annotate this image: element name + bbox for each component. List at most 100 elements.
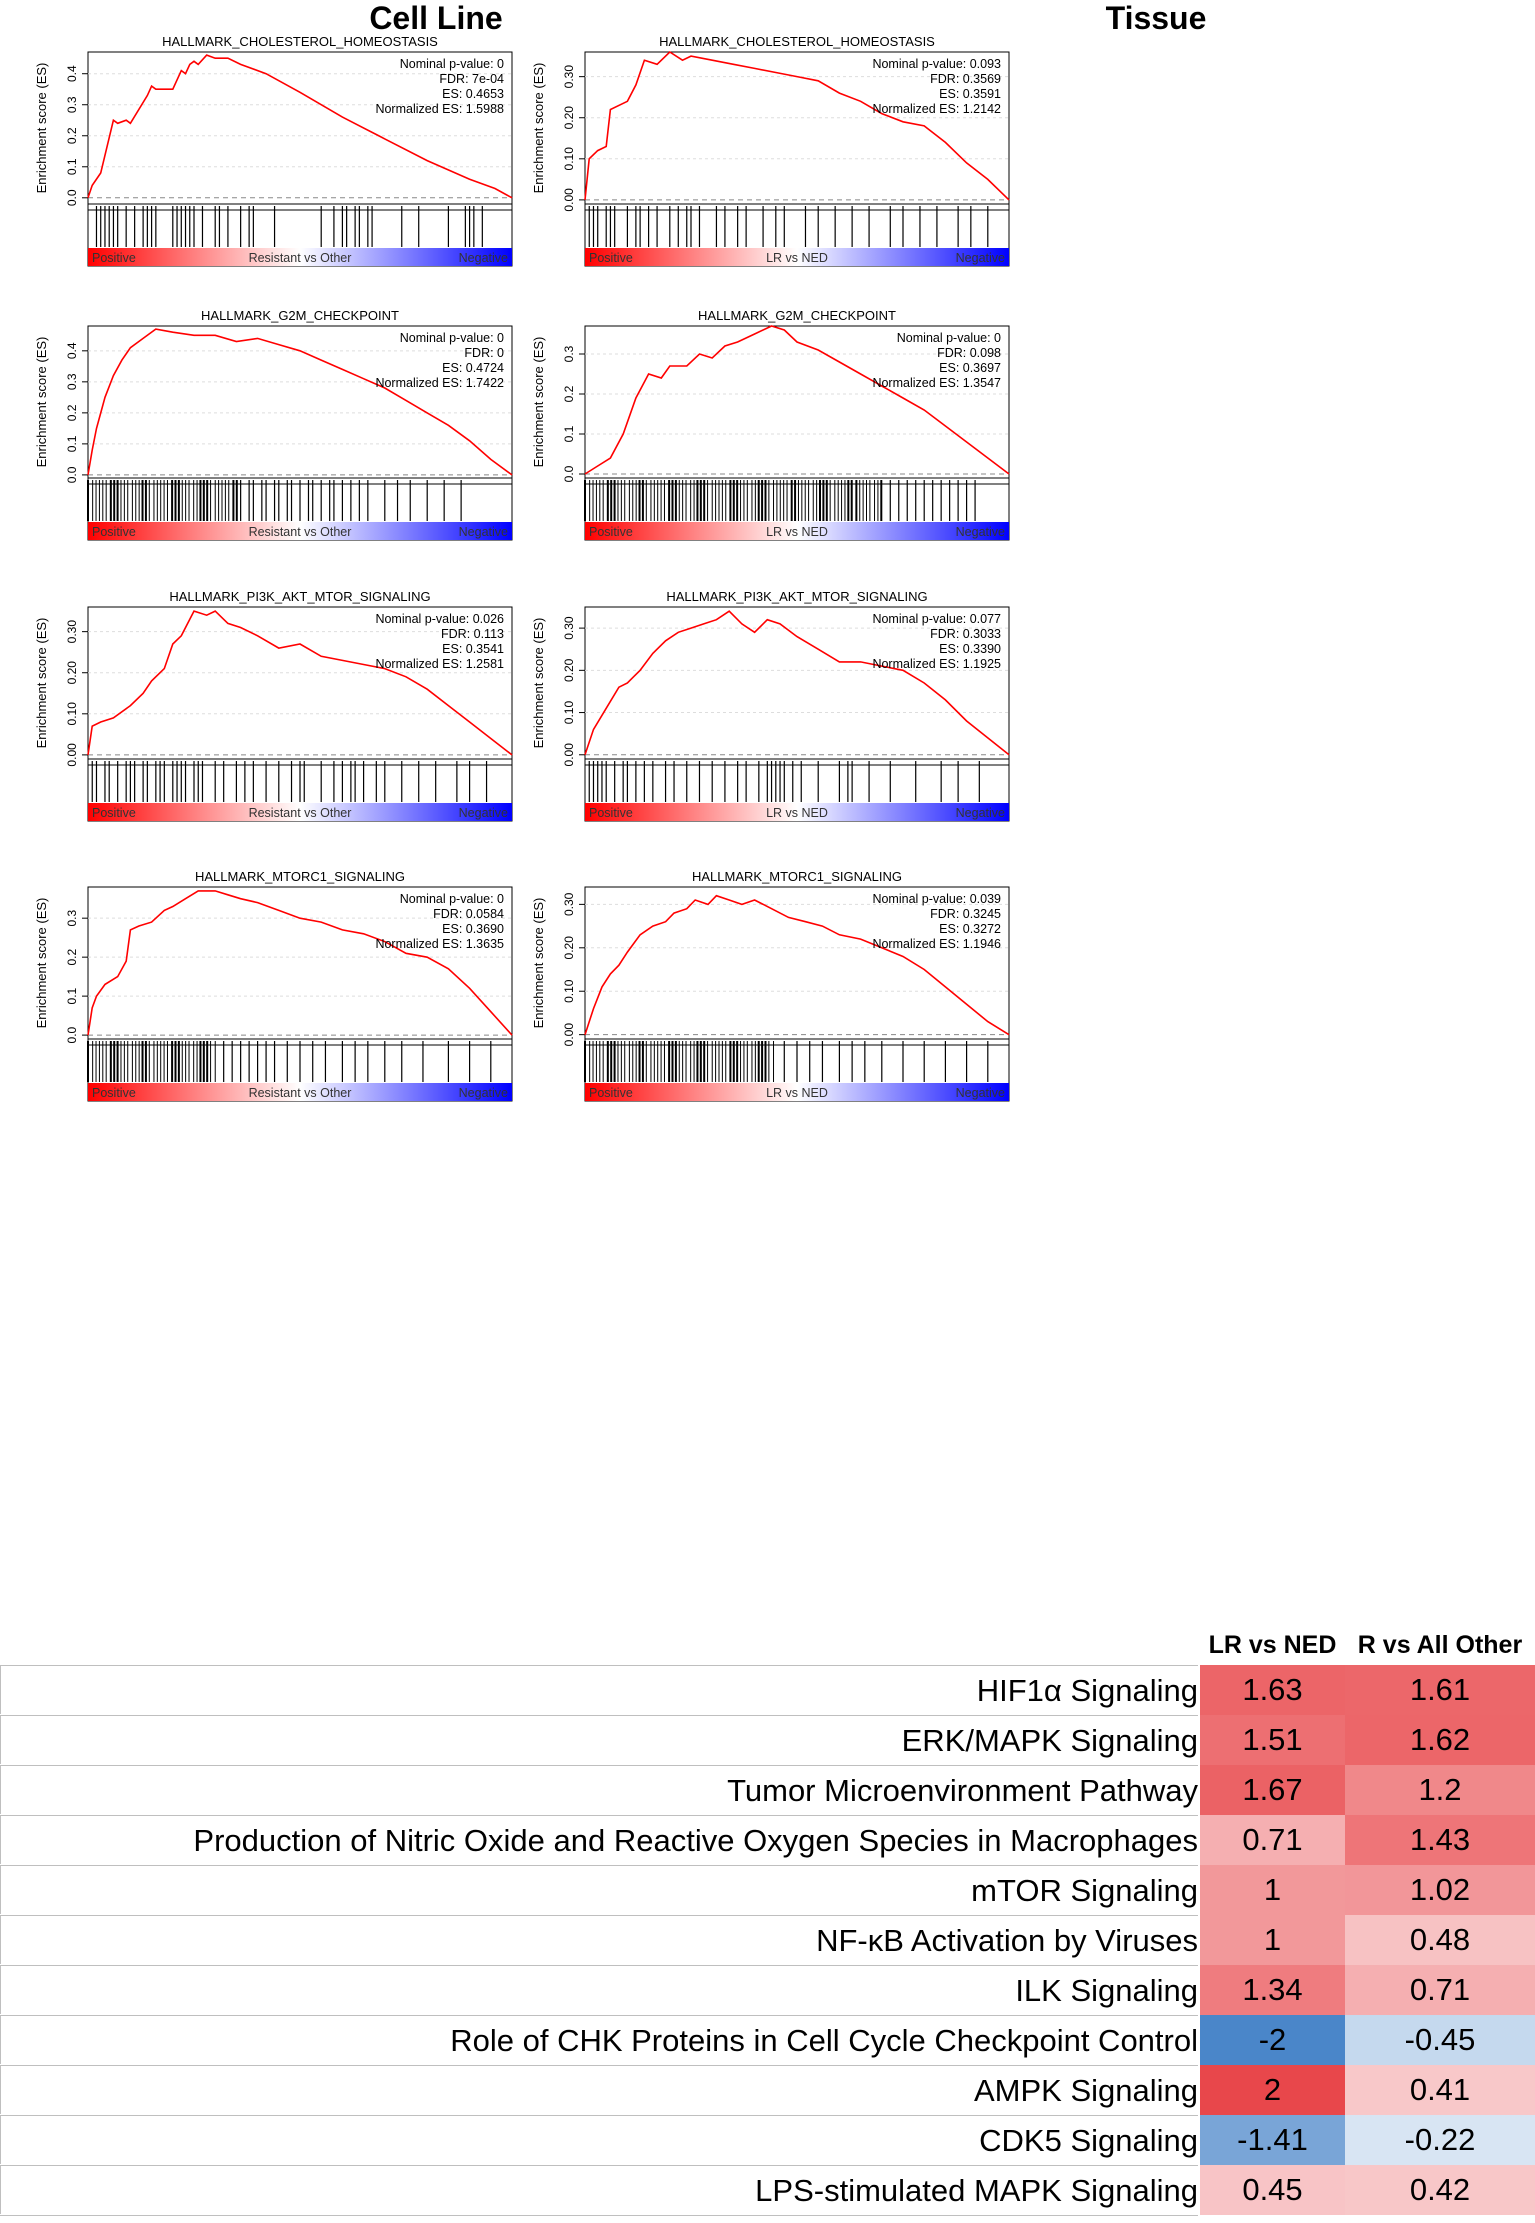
stat-text: ES: 0.4653 bbox=[442, 87, 504, 101]
heatmap-row-label: Role of CHK Proteins in Cell Cycle Check… bbox=[0, 2015, 1198, 2064]
y-tick-label: 0.10 bbox=[562, 147, 576, 171]
heatmap-row: Tumor Microenvironment Pathway 1.67 1.2 bbox=[0, 1765, 1535, 1815]
stat-text: ES: 0.3690 bbox=[442, 922, 504, 936]
y-tick-label: 0.4 bbox=[65, 65, 79, 82]
enrichment-curve bbox=[584, 325, 1010, 475]
gradient-label-positive: Positive bbox=[92, 1086, 136, 1100]
stat-text: FDR: 0 bbox=[464, 346, 504, 360]
heatmap-cell-r-vs-all-other: 0.41 bbox=[1345, 2065, 1535, 2115]
heatmap-row-label: HIF1α Signaling bbox=[0, 1665, 1198, 1714]
stat-text: Nominal p-value: 0.093 bbox=[872, 57, 1001, 71]
gradient-label-negative: Negative bbox=[956, 1086, 1005, 1100]
stat-text: FDR: 0.3033 bbox=[930, 627, 1001, 641]
stat-text: FDR: 0.113 bbox=[441, 627, 504, 641]
gradient-label-comparison: Resistant vs Other bbox=[249, 251, 352, 265]
heatmap-cell-lr-vs-ned: 1.51 bbox=[1200, 1715, 1345, 1765]
stat-text: Normalized ES: 1.7422 bbox=[375, 376, 504, 390]
panel-title: HALLMARK_G2M_CHECKPOINT bbox=[698, 308, 896, 323]
heatmap-row-label: ERK/MAPK Signaling bbox=[0, 1715, 1198, 1764]
rank-gradient-bar bbox=[585, 1083, 1009, 1101]
heatmap-cell-r-vs-all-other: 1.62 bbox=[1345, 1715, 1535, 1765]
stat-text: FDR: 0.0584 bbox=[433, 907, 504, 921]
heatmap-row: mTOR Signaling 1 1.02 bbox=[0, 1865, 1535, 1915]
enrichment-curve bbox=[87, 890, 513, 1036]
y-tick-label: 0.2 bbox=[562, 385, 576, 402]
panel-title: HALLMARK_MTORC1_SIGNALING bbox=[195, 869, 405, 884]
y-axis-label: Enrichment score (ES) bbox=[531, 337, 546, 468]
y-tick-label: 0.2 bbox=[65, 948, 79, 965]
stat-text: ES: 0.4724 bbox=[442, 361, 504, 375]
heatmap-cell-r-vs-all-other: 0.42 bbox=[1345, 2165, 1535, 2215]
enrichment-curve bbox=[584, 610, 1010, 756]
panel-title: HALLMARK_PI3K_AKT_MTOR_SIGNALING bbox=[169, 589, 430, 604]
heatmap-cell-lr-vs-ned: 1.63 bbox=[1200, 1665, 1345, 1715]
y-tick-label: 0.00 bbox=[562, 743, 576, 767]
y-tick-label: 0.10 bbox=[562, 701, 576, 725]
y-tick-label: 0.1 bbox=[65, 987, 79, 1004]
panel-title: HALLMARK_G2M_CHECKPOINT bbox=[201, 308, 399, 323]
gsea-panel-hallmark-mtorc1-signaling-cell-line: HALLMARK_MTORC1_SIGNALING Enrichment scor… bbox=[34, 869, 513, 1102]
gradient-label-negative: Negative bbox=[956, 251, 1005, 265]
gradient-label-comparison: LR vs NED bbox=[766, 525, 828, 539]
heatmap-row: Production of Nitric Oxide and Reactive … bbox=[0, 1815, 1535, 1865]
stat-text: Nominal p-value: 0 bbox=[897, 331, 1001, 345]
stat-text: Nominal p-value: 0.039 bbox=[872, 892, 1001, 906]
stat-text: Normalized ES: 1.3547 bbox=[872, 376, 1001, 390]
stat-text: ES: 0.3697 bbox=[939, 361, 1001, 375]
y-tick-label: 0.2 bbox=[65, 127, 79, 144]
enrichment-curve bbox=[584, 894, 1010, 1036]
enrichment-curve bbox=[87, 54, 513, 199]
enrichment-curve bbox=[87, 610, 513, 756]
gradient-label-positive: Positive bbox=[589, 251, 633, 265]
enrichment-curve bbox=[87, 328, 513, 476]
stat-text: Nominal p-value: 0.077 bbox=[872, 612, 1001, 626]
heatmap-cell-r-vs-all-other: 1.61 bbox=[1345, 1665, 1535, 1715]
heatmap-row-label: AMPK Signaling bbox=[0, 2065, 1198, 2114]
stat-text: Normalized ES: 1.2581 bbox=[375, 657, 504, 671]
heatmap-cell-lr-vs-ned: 1.34 bbox=[1200, 1965, 1345, 2015]
y-tick-label: 0.00 bbox=[562, 188, 576, 212]
stat-text: Nominal p-value: 0 bbox=[400, 57, 504, 71]
stat-text: FDR: 0.3245 bbox=[930, 907, 1001, 921]
stat-text: FDR: 0.098 bbox=[937, 346, 1001, 360]
heatmap-cell-r-vs-all-other: 1.02 bbox=[1345, 1865, 1535, 1915]
y-axis-label: Enrichment score (ES) bbox=[531, 898, 546, 1029]
y-tick-label: 0.20 bbox=[562, 106, 576, 130]
stat-text: ES: 0.3591 bbox=[939, 87, 1001, 101]
heatmap-cell-r-vs-all-other: -0.45 bbox=[1345, 2015, 1535, 2065]
y-tick-label: 0.10 bbox=[562, 979, 576, 1003]
panel-title: HALLMARK_MTORC1_SIGNALING bbox=[692, 869, 902, 884]
y-tick-label: 0.00 bbox=[562, 1023, 576, 1047]
gradient-label-positive: Positive bbox=[92, 525, 136, 539]
heatmap-cell-lr-vs-ned: 0.71 bbox=[1200, 1815, 1345, 1865]
stat-text: ES: 0.3541 bbox=[442, 642, 504, 656]
y-tick-label: 0.2 bbox=[65, 404, 79, 421]
stat-text: Normalized ES: 1.2142 bbox=[872, 102, 1001, 116]
y-tick-label: 0.20 bbox=[562, 936, 576, 960]
y-tick-label: 0.30 bbox=[562, 892, 576, 916]
heatmap-cell-lr-vs-ned: 1.67 bbox=[1200, 1765, 1345, 1815]
heatmap-cell-lr-vs-ned: 0.45 bbox=[1200, 2165, 1345, 2215]
pathway-heatmap: LR vs NED R vs All Other HIF1α Signaling… bbox=[0, 1625, 1535, 2223]
y-tick-label: 0.3 bbox=[562, 345, 576, 362]
heatmap-row-label: Tumor Microenvironment Pathway bbox=[0, 1765, 1198, 1814]
gradient-label-comparison: Resistant vs Other bbox=[249, 525, 352, 539]
heatmap-row-label: NF-κB Activation by Viruses bbox=[0, 1915, 1198, 1964]
rank-gradient-bar bbox=[585, 522, 1009, 540]
y-axis-label: Enrichment score (ES) bbox=[34, 63, 49, 194]
y-tick-label: 0.4 bbox=[65, 342, 79, 359]
gsea-panel-hallmark-mtorc1-signaling-tissue: HALLMARK_MTORC1_SIGNALING Enrichment scor… bbox=[531, 869, 1010, 1102]
gsea-panel-hallmark-g2m-checkpoint-cell-line: HALLMARK_G2M_CHECKPOINT Enrichment score … bbox=[34, 308, 513, 541]
column-title-cell-line: Cell Line bbox=[369, 0, 503, 36]
gsea-panel-hallmark-pi3k-akt-mtor-signaling-tissue: HALLMARK_PI3K_AKT_MTOR_SIGNALING Enrichme… bbox=[531, 589, 1010, 822]
y-tick-label: 0.3 bbox=[65, 910, 79, 927]
heatmap-row: CDK5 Signaling -1.41 -0.22 bbox=[0, 2115, 1535, 2165]
gsea-panel-hallmark-pi3k-akt-mtor-signaling-cell-line: HALLMARK_PI3K_AKT_MTOR_SIGNALING Enrichme… bbox=[34, 589, 513, 822]
gradient-label-comparison: LR vs NED bbox=[766, 1086, 828, 1100]
column-title-tissue: Tissue bbox=[1105, 0, 1207, 36]
y-tick-label: 0.0 bbox=[65, 189, 79, 206]
stat-text: ES: 0.3390 bbox=[939, 642, 1001, 656]
stat-text: FDR: 7e-04 bbox=[439, 72, 504, 86]
y-axis-label: Enrichment score (ES) bbox=[34, 898, 49, 1029]
panel-title: HALLMARK_CHOLESTEROL_HOMEOSTASIS bbox=[659, 34, 935, 49]
